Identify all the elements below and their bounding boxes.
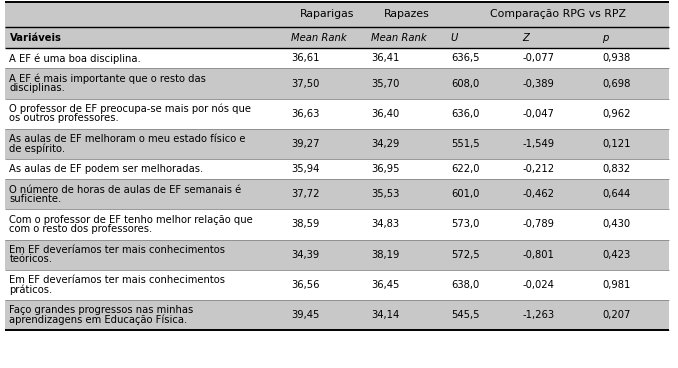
- Text: O professor de EF preocupa-se mais por nós que: O professor de EF preocupa-se mais por n…: [9, 104, 252, 114]
- Text: 34,83: 34,83: [371, 219, 399, 230]
- Text: 36,45: 36,45: [371, 280, 399, 290]
- Text: 0,207: 0,207: [602, 310, 631, 320]
- Text: 0,430: 0,430: [602, 219, 630, 230]
- Bar: [5, 27, 669, 48]
- Text: 36,95: 36,95: [371, 164, 399, 174]
- Text: 0,698: 0,698: [602, 78, 631, 89]
- Text: 601,0: 601,0: [451, 189, 479, 199]
- Text: 37,72: 37,72: [291, 189, 319, 199]
- Text: 36,61: 36,61: [291, 53, 319, 63]
- Text: Em EF deveríamos ter mais conhecimentos: Em EF deveríamos ter mais conhecimentos: [9, 275, 226, 285]
- Text: 622,0: 622,0: [451, 164, 479, 174]
- Text: Rapazes: Rapazes: [384, 9, 430, 20]
- Text: -0,801: -0,801: [522, 250, 554, 260]
- Text: 0,423: 0,423: [602, 250, 631, 260]
- Text: de espírito.: de espírito.: [9, 143, 66, 154]
- Text: 38,19: 38,19: [371, 250, 399, 260]
- Text: 0,938: 0,938: [602, 53, 631, 63]
- Text: -0,462: -0,462: [522, 189, 554, 199]
- Text: 35,70: 35,70: [371, 78, 399, 89]
- Text: 36,63: 36,63: [291, 109, 319, 119]
- Text: Z: Z: [522, 32, 529, 43]
- Text: As aulas de EF podem ser melhoradas.: As aulas de EF podem ser melhoradas.: [9, 164, 204, 174]
- Text: Faço grandes progressos nas minhas: Faço grandes progressos nas minhas: [9, 305, 194, 315]
- Text: 35,94: 35,94: [291, 164, 319, 174]
- Text: Mean Rank: Mean Rank: [371, 32, 426, 43]
- Text: 545,5: 545,5: [451, 310, 479, 320]
- Text: A EF é uma boa disciplina.: A EF é uma boa disciplina.: [9, 53, 141, 64]
- Text: -0,024: -0,024: [522, 280, 554, 290]
- Text: práticos.: práticos.: [9, 284, 53, 295]
- Text: Comparação RPG vs RPZ: Comparação RPG vs RPZ: [490, 9, 626, 20]
- Text: 39,45: 39,45: [291, 310, 319, 320]
- Text: -0,389: -0,389: [522, 78, 554, 89]
- Bar: [5, 240, 669, 270]
- Text: 0,981: 0,981: [602, 280, 631, 290]
- Text: -1,549: -1,549: [522, 139, 554, 149]
- Bar: [5, 300, 669, 330]
- Bar: [5, 270, 669, 300]
- Text: A EF é mais importante que o resto das: A EF é mais importante que o resto das: [9, 74, 206, 84]
- Text: 37,50: 37,50: [291, 78, 319, 89]
- Text: suficiente.: suficiente.: [9, 194, 62, 204]
- Text: 572,5: 572,5: [451, 250, 479, 260]
- Text: 38,59: 38,59: [291, 219, 319, 230]
- Text: 638,0: 638,0: [451, 280, 479, 290]
- Text: teóricos.: teóricos.: [9, 254, 52, 264]
- Bar: [5, 48, 669, 68]
- Text: O número de horas de aulas de EF semanais é: O número de horas de aulas de EF semanai…: [9, 185, 242, 195]
- Text: 551,5: 551,5: [451, 139, 479, 149]
- Text: 36,40: 36,40: [371, 109, 399, 119]
- Text: p: p: [602, 32, 608, 43]
- Bar: [5, 68, 669, 99]
- Text: 39,27: 39,27: [291, 139, 319, 149]
- Text: 636,0: 636,0: [451, 109, 479, 119]
- Text: 636,5: 636,5: [451, 53, 479, 63]
- Text: U: U: [451, 32, 458, 43]
- Text: 0,962: 0,962: [602, 109, 631, 119]
- Bar: [5, 99, 669, 129]
- Text: com o resto dos professores.: com o resto dos professores.: [9, 224, 153, 234]
- Text: Mean Rank: Mean Rank: [291, 32, 346, 43]
- Bar: [5, 179, 669, 209]
- Text: Em EF deveríamos ter mais conhecimentos: Em EF deveríamos ter mais conhecimentos: [9, 245, 226, 255]
- Text: -1,263: -1,263: [522, 310, 554, 320]
- Text: disciplinas.: disciplinas.: [9, 83, 65, 93]
- Text: 573,0: 573,0: [451, 219, 479, 230]
- Text: As aulas de EF melhoram o meu estado físico e: As aulas de EF melhoram o meu estado fís…: [9, 134, 246, 144]
- Text: aprendizagens em Educação Física.: aprendizagens em Educação Física.: [9, 314, 188, 325]
- Text: -0,789: -0,789: [522, 219, 554, 230]
- Text: 0,832: 0,832: [602, 164, 631, 174]
- Text: 36,56: 36,56: [291, 280, 319, 290]
- Text: os outros professores.: os outros professores.: [9, 113, 119, 123]
- Text: -0,077: -0,077: [522, 53, 554, 63]
- Bar: [5, 2, 669, 27]
- Bar: [5, 129, 669, 159]
- Bar: [5, 209, 669, 240]
- Text: 608,0: 608,0: [451, 78, 479, 89]
- Text: 35,53: 35,53: [371, 189, 399, 199]
- Text: 36,41: 36,41: [371, 53, 399, 63]
- Text: Raparigas: Raparigas: [300, 9, 354, 20]
- Text: Com o professor de EF tenho melhor relação que: Com o professor de EF tenho melhor relaç…: [9, 215, 254, 225]
- Text: 34,39: 34,39: [291, 250, 319, 260]
- Bar: [5, 159, 669, 179]
- Text: 0,644: 0,644: [602, 189, 631, 199]
- Text: 34,14: 34,14: [371, 310, 399, 320]
- Text: 0,121: 0,121: [602, 139, 631, 149]
- Text: -0,212: -0,212: [522, 164, 554, 174]
- Text: Variáveis: Variáveis: [9, 32, 62, 43]
- Text: 34,29: 34,29: [371, 139, 399, 149]
- Text: -0,047: -0,047: [522, 109, 554, 119]
